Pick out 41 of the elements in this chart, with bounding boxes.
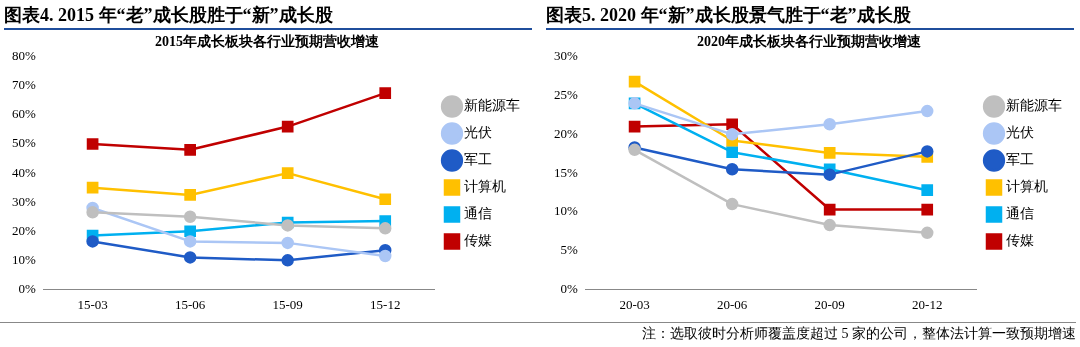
chart-subtitle: 2020年成长板块各行业预期营收增速 (697, 34, 922, 50)
chart-subtitle: 2015年成长板块各行业预期营收增速 (155, 34, 380, 50)
x-tick-label: 20-06 (716, 296, 748, 312)
y-tick-label: 30% (553, 48, 578, 64)
y-tick-label: 60% (11, 106, 36, 122)
y-tick-label: 20% (553, 125, 578, 141)
legend-label: 通信 (464, 206, 492, 222)
y-tick-label: 15% (553, 164, 578, 180)
legend-label: 光伏 (464, 125, 492, 141)
y-tick-label: 80% (11, 48, 36, 64)
legend-label: 光伏 (1006, 125, 1034, 141)
y-tick-label: 20% (11, 222, 36, 238)
y-tick-label: 5% (560, 242, 578, 258)
legend-label: 军工 (464, 152, 492, 168)
x-tick-label: 15-09 (272, 296, 303, 312)
legend-label: 传媒 (464, 233, 492, 249)
x-tick-label: 15-06 (174, 296, 206, 312)
x-tick-label: 20-09 (814, 296, 845, 312)
legend-label: 通信 (1006, 206, 1034, 222)
y-tick-label: 70% (11, 77, 36, 93)
x-tick-label: 20-03 (619, 296, 650, 312)
y-tick-label: 10% (11, 251, 36, 267)
legend-label: 新能源车 (464, 98, 520, 114)
chart-title: 图表5. 2020 年“新”成长股景气胜于“老”成长股 (546, 2, 1074, 30)
y-tick-label: 50% (11, 135, 36, 151)
y-tick-label: 10% (553, 203, 578, 219)
x-tick-label: 15-03 (77, 296, 108, 312)
x-tick-label: 15-12 (370, 296, 401, 312)
legend-label: 军工 (1006, 152, 1034, 168)
text: 注：选取彼时分析师覆盖度超过 5 家的公司，整体法计算一致预期增速 (0, 322, 1076, 345)
legend-label: 计算机 (464, 179, 506, 195)
legend-label: 传媒 (1006, 233, 1034, 249)
x-tick-label: 20-12 (912, 296, 943, 312)
y-tick-label: 30% (11, 193, 36, 209)
y-tick-label: 0% (560, 280, 578, 296)
chart-title: 图表4. 2015 年“老”成长股胜于“新”成长股 (4, 2, 532, 30)
legend-label: 新能源车 (1006, 98, 1062, 114)
y-tick-label: 0% (18, 280, 36, 296)
legend-label: 计算机 (1006, 179, 1048, 195)
y-tick-label: 25% (553, 86, 578, 102)
y-tick-label: 40% (11, 164, 36, 180)
